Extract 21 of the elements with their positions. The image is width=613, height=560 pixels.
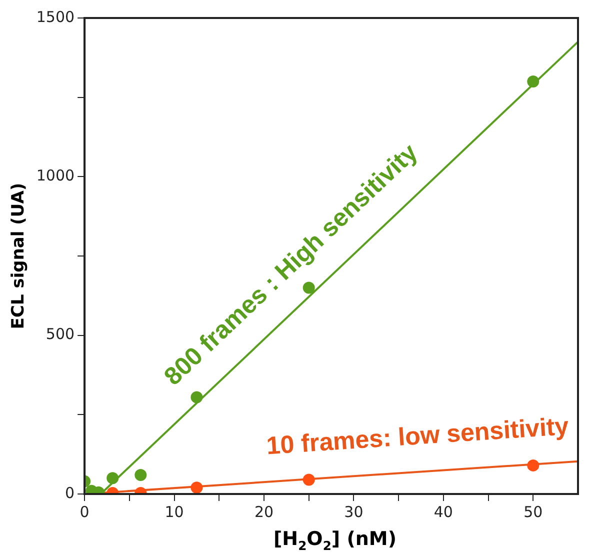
point xyxy=(190,482,203,494)
x-tick-label: 40 xyxy=(434,502,453,521)
x-tick-label: 30 xyxy=(344,502,364,521)
y-tick-label: 1000 xyxy=(36,166,75,185)
point xyxy=(190,391,203,404)
point xyxy=(302,474,315,486)
x-tick-label: 20 xyxy=(254,502,274,521)
point xyxy=(106,472,119,484)
x-tick-label: 50 xyxy=(524,502,543,521)
point xyxy=(302,282,315,294)
annotation: 10 frames: low sensitivity xyxy=(266,412,570,460)
y-axis-title: ECL signal (UA) xyxy=(8,182,29,330)
x-tick-label: 0 xyxy=(80,502,90,521)
point xyxy=(527,75,540,88)
point xyxy=(527,459,540,472)
y-tick-label: 1500 xyxy=(36,8,75,26)
x-axis-title: [H$_{2}$O$_{2}$] (nM) xyxy=(272,528,398,553)
x-tick-label: 10 xyxy=(164,502,184,521)
y-tick-label: 0 xyxy=(65,484,75,502)
point xyxy=(134,468,147,481)
y-tick-label: 500 xyxy=(46,325,75,344)
